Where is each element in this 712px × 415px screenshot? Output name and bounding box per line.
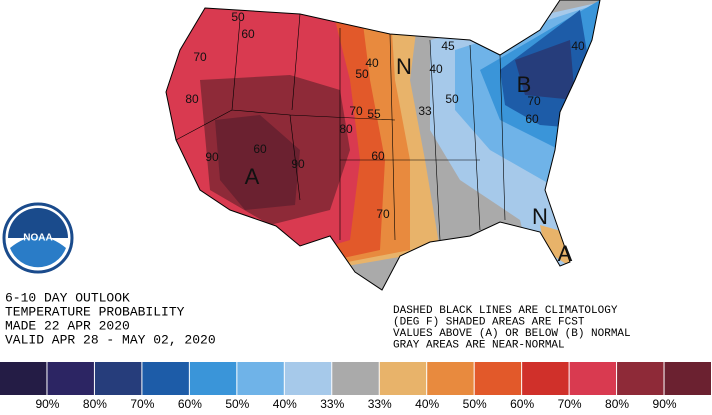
legend-swatch	[47, 362, 94, 395]
legend-swatch	[569, 362, 617, 395]
map-label: A	[558, 241, 573, 266]
legend-swatch	[474, 362, 522, 395]
legend-label: 33%	[320, 397, 344, 411]
legend: 90% 80% 70% 60% 50% 40% 33% 33% 40% 50% 60% 70% 80% 9…	[0, 362, 711, 411]
map-label: 50	[445, 92, 459, 106]
outlook-line: MADE 22 APR 2020	[5, 318, 130, 333]
legend-label: 50%	[225, 397, 249, 411]
us-outline	[165, 0, 601, 291]
legend-label: 70%	[130, 397, 154, 411]
map-label: 60	[241, 27, 255, 41]
legend-swatch	[189, 362, 237, 395]
map-label: A	[245, 164, 260, 189]
note-line: VALUES ABOVE (A) OR BELOW (B) NORMAL	[393, 328, 631, 340]
map-label: 60	[371, 149, 385, 163]
legend-label: 80%	[83, 397, 107, 411]
map-label: 90	[291, 157, 305, 171]
legend-swatch	[332, 362, 379, 395]
map-label: 80	[185, 92, 199, 106]
map-label: 60	[525, 112, 539, 126]
map-label: 40	[365, 56, 379, 70]
map-label: 55	[367, 107, 381, 121]
note-line: GRAY AREAS ARE NEAR-NORMAL	[393, 339, 565, 351]
outlook-line: TEMPERATURE PROBABILITY	[5, 304, 185, 319]
notes-text: DASHED BLACK LINES ARE CLIMATOLOGY(DEG F…	[393, 305, 631, 352]
map-label: 70	[527, 94, 541, 108]
map-label: B	[517, 72, 532, 97]
map-label: 70	[349, 104, 363, 118]
shaded-areas	[166, 0, 600, 290]
state-lines	[175, 13, 506, 241]
map-label: 50	[355, 67, 369, 81]
map-label: 33	[418, 104, 432, 118]
legend-swatch	[0, 362, 47, 395]
map-label: 40	[429, 62, 443, 76]
legend-swatch	[522, 362, 569, 395]
legend-label: 50%	[463, 397, 487, 411]
legend-label: 80%	[605, 397, 629, 411]
legend-swatch	[142, 362, 189, 395]
legend-swatch	[427, 362, 474, 395]
map-label: 70	[193, 50, 207, 64]
legend-swatch	[94, 362, 142, 395]
map-label: 90	[205, 150, 219, 164]
note-line: DASHED BLACK LINES ARE CLIMATOLOGY	[393, 305, 618, 317]
noaa-logo: NOAA	[2, 202, 74, 274]
map-label: 50	[231, 10, 245, 24]
outlook-line: 6-10 DAY OUTLOOK	[5, 290, 130, 305]
map-label: 70	[376, 207, 390, 221]
legend-swatch	[664, 362, 711, 395]
legend-swatch	[284, 362, 332, 395]
legend-swatch	[617, 362, 664, 395]
legend-label: 40%	[273, 397, 297, 411]
logo-text: NOAA	[23, 233, 52, 244]
legend-label: 90%	[653, 397, 677, 411]
map-label: 45	[441, 39, 455, 53]
legend-swatch	[237, 362, 284, 395]
legend-label: 60%	[178, 397, 202, 411]
map-label: N	[532, 204, 548, 229]
map-label: 80	[339, 122, 353, 136]
note-line: (DEG F) SHADED AREAS ARE FCST	[393, 316, 585, 328]
map-label: 60	[253, 142, 267, 156]
legend-label: 33%	[368, 397, 392, 411]
legend-label: 70%	[558, 397, 582, 411]
outlook-line: VALID APR 28 - MAY 02, 2020	[5, 332, 216, 347]
legend-label: 40%	[415, 397, 439, 411]
legend-swatch	[379, 362, 427, 395]
map-label: N	[396, 54, 412, 79]
legend-label: 60%	[510, 397, 534, 411]
map-label: 40	[571, 39, 585, 53]
legend-label: 90%	[35, 397, 59, 411]
